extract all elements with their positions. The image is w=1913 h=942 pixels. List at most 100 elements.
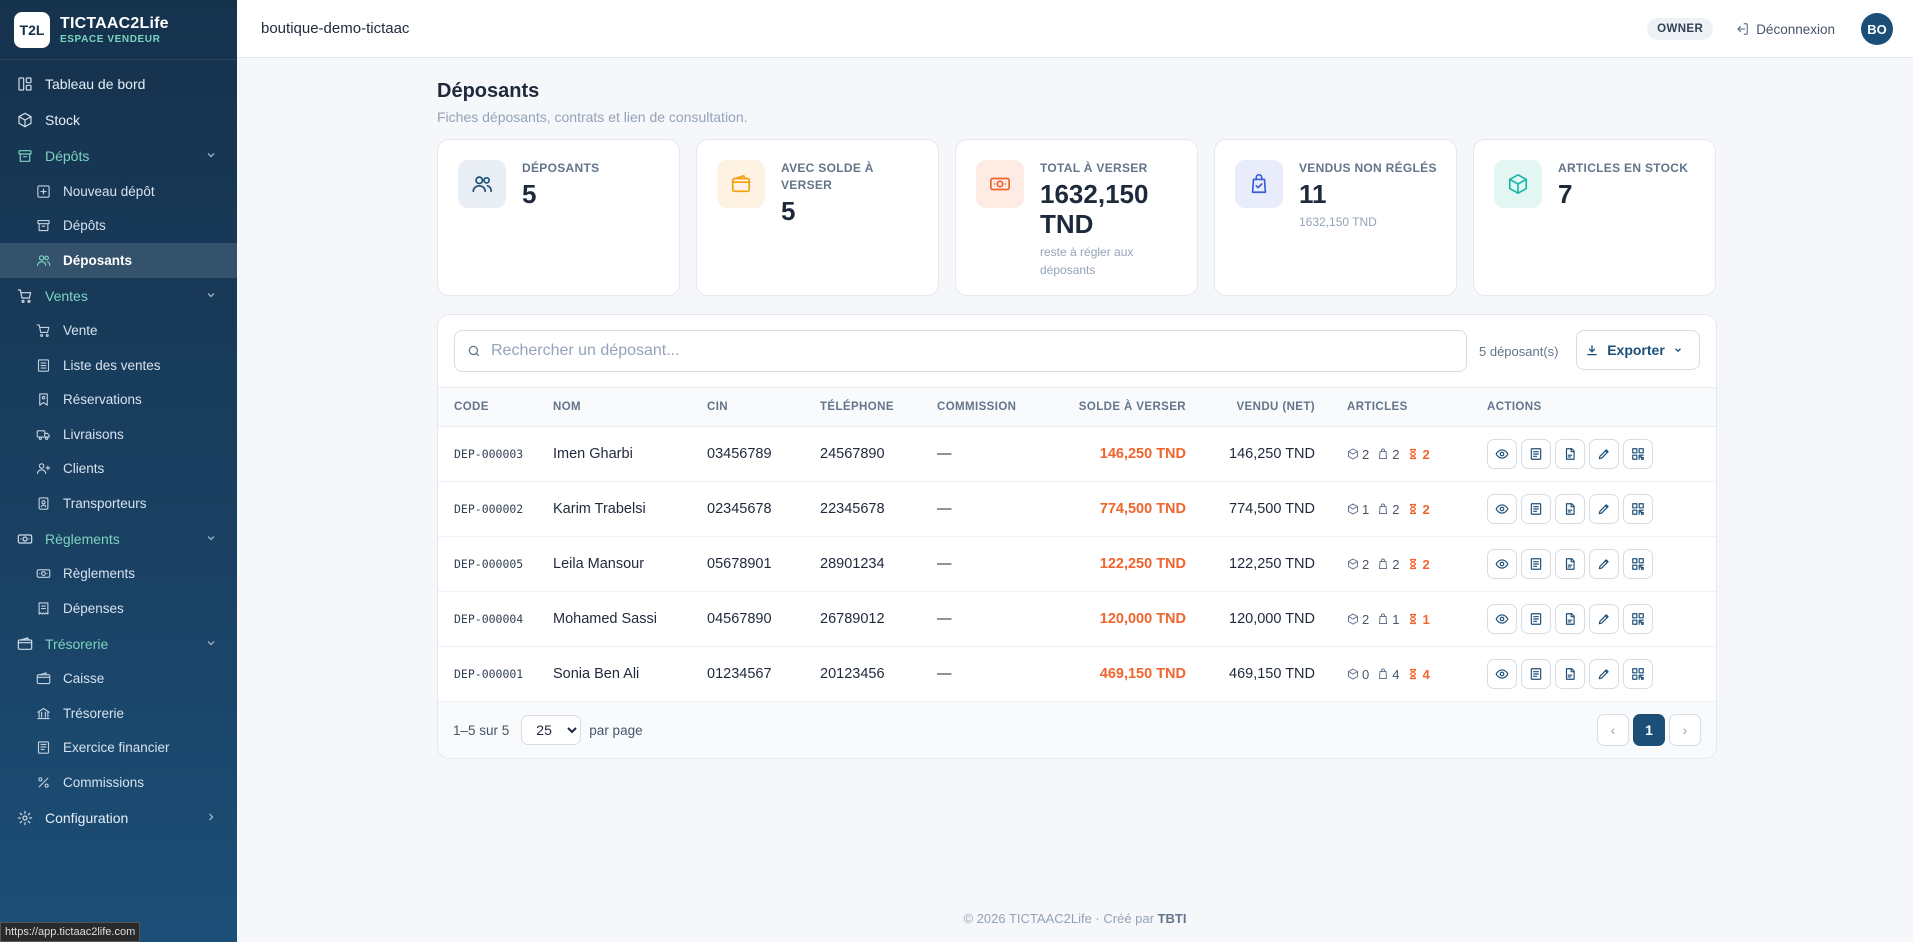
view-button[interactable] — [1487, 439, 1517, 469]
hourglass-icon — [1410, 503, 1417, 515]
edit-button[interactable] — [1589, 439, 1619, 469]
sidebar-subitem-transporteurs[interactable]: Transporteurs — [0, 486, 237, 521]
cell-telephone: 22345678 — [820, 501, 885, 517]
page-button-current[interactable]: 1 — [1633, 714, 1665, 746]
cell-telephone: 20123456 — [820, 666, 885, 682]
sidebar-subitem-label: Clients — [63, 461, 105, 477]
articles-sold: 2 — [1377, 447, 1399, 462]
qr-button[interactable] — [1623, 439, 1653, 469]
cell-commission: — — [937, 611, 952, 627]
table-row[interactable]: DEP-000002 Karim Trabelsi 02345678 22345678… — [438, 482, 1716, 537]
next-page-button[interactable]: › — [1669, 714, 1701, 746]
pdf-button[interactable] — [1555, 494, 1585, 524]
sidebar-subitem-clients[interactable]: Clients — [0, 452, 237, 487]
cell-code[interactable]: DEP-000002 — [454, 502, 524, 516]
cell-solde: 120,000 TND — [1099, 611, 1186, 627]
sidebar-item-reglements[interactable]: Règlements — [0, 521, 237, 557]
cell-nom[interactable]: Mohamed Sassi — [553, 611, 657, 627]
hourglass-icon — [1410, 668, 1417, 680]
footer-author[interactable]: TBTI — [1157, 911, 1187, 926]
contract-button[interactable] — [1521, 604, 1551, 634]
contract-button[interactable] — [1521, 659, 1551, 689]
stat-value: 11 — [1299, 179, 1327, 209]
brand[interactable]: T2L TICTAAC2Life ESPACE VENDEUR — [0, 0, 237, 60]
qr-button[interactable] — [1623, 494, 1653, 524]
truck-icon — [36, 429, 50, 440]
view-button[interactable] — [1487, 549, 1517, 579]
table-row[interactable]: DEP-000005 Leila Mansour 05678901 28901234 —… — [438, 537, 1716, 592]
sidebar-subitem-vente[interactable]: Vente — [0, 314, 237, 349]
articles-pending-count: 2 — [1422, 501, 1430, 517]
avatar[interactable]: BO — [1861, 13, 1893, 45]
pdf-button[interactable] — [1555, 604, 1585, 634]
sidebar-subitem-depenses[interactable]: Dépenses — [0, 591, 237, 626]
qr-button[interactable] — [1623, 659, 1653, 689]
sidebar-subitem-caisse[interactable]: Caisse — [0, 662, 237, 697]
view-button[interactable] — [1487, 604, 1517, 634]
per-page-label: par page — [589, 722, 643, 738]
box-icon — [1348, 503, 1358, 515]
sidebar-subitem-exercice-financier[interactable]: Exercice financier — [0, 731, 237, 766]
search-input[interactable] — [491, 342, 1391, 360]
sidebar-item-tresorerie[interactable]: Trésorerie — [0, 626, 237, 662]
logout-button[interactable]: Déconnexion — [1735, 22, 1835, 37]
qr-button[interactable] — [1623, 549, 1653, 579]
sidebar-subitem-nouveau-depot[interactable]: Nouveau dépôt — [0, 174, 237, 209]
articles-stock: 2 — [1347, 447, 1369, 462]
sidebar-subitem-deposants[interactable]: Déposants — [0, 243, 237, 278]
sidebar-item-configuration[interactable]: Configuration — [0, 800, 237, 836]
sidebar-subitem-reservations[interactable]: Réservations — [0, 383, 237, 418]
export-button[interactable]: Exporter — [1576, 330, 1700, 370]
table-row[interactable]: DEP-000004 Mohamed Sassi 04567890 26789012 —… — [438, 592, 1716, 647]
sidebar-item-stock[interactable]: Stock — [0, 102, 237, 138]
view-button[interactable] — [1487, 659, 1517, 689]
edit-button[interactable] — [1589, 659, 1619, 689]
articles-pending: 2 — [1407, 447, 1430, 462]
sidebar-item-depots[interactable]: Dépôts — [0, 138, 237, 174]
cell-nom[interactable]: Karim Trabelsi — [553, 501, 646, 517]
edit-button[interactable] — [1589, 549, 1619, 579]
search-box[interactable] — [454, 330, 1467, 372]
edit-button[interactable] — [1589, 604, 1619, 634]
view-icon — [1495, 669, 1509, 679]
prev-page-button[interactable]: ‹ — [1597, 714, 1629, 746]
qr-button[interactable] — [1623, 604, 1653, 634]
sidebar-subitem-reglements[interactable]: Règlements — [0, 557, 237, 592]
table-row[interactable]: DEP-000003 Imen Gharbi 03456789 24567890 — 14… — [438, 427, 1716, 482]
chevron-down-icon — [207, 292, 215, 297]
box-icon — [18, 112, 32, 128]
view-button[interactable] — [1487, 494, 1517, 524]
sidebar-subitem-liste-des-ventes[interactable]: Liste des ventes — [0, 348, 237, 383]
cell-code[interactable]: DEP-000001 — [454, 667, 524, 681]
sidebar-item-ventes[interactable]: Ventes — [0, 278, 237, 314]
bank-icon — [37, 707, 50, 719]
bag-icon — [1379, 448, 1388, 459]
stat-icon — [976, 160, 1024, 208]
cell-code[interactable]: DEP-000004 — [454, 612, 524, 626]
per-page-select[interactable]: 25 — [521, 715, 582, 745]
pdf-button[interactable] — [1555, 549, 1585, 579]
sidebar-subitem-tresorerie[interactable]: Trésorerie — [0, 696, 237, 731]
sidebar-subitem-depots[interactable]: Dépôts — [0, 209, 237, 244]
users-icon-wrap — [36, 253, 51, 268]
list-icon-wrap — [36, 358, 51, 373]
cell-code[interactable]: DEP-000005 — [454, 557, 524, 571]
pdf-button[interactable] — [1555, 439, 1585, 469]
sidebar-subitem-commissions[interactable]: Commissions — [0, 765, 237, 800]
cell-commission: — — [937, 446, 952, 462]
cell-nom[interactable]: Leila Mansour — [553, 556, 645, 572]
cell-nom[interactable]: Sonia Ben Ali — [553, 666, 640, 682]
archive-icon-wrap — [17, 148, 33, 164]
pdf-button[interactable] — [1555, 659, 1585, 689]
cell-code[interactable]: DEP-000003 — [454, 447, 524, 461]
receipt-icon — [38, 602, 49, 615]
cell-nom[interactable]: Imen Gharbi — [553, 446, 633, 462]
edit-button[interactable] — [1589, 494, 1619, 524]
sidebar-subitem-label: Exercice financier — [63, 740, 170, 756]
sidebar-subitem-livraisons[interactable]: Livraisons — [0, 417, 237, 452]
sidebar-item-tableau-de-bord[interactable]: Tableau de bord — [0, 66, 237, 102]
contract-button[interactable] — [1521, 439, 1551, 469]
table-row[interactable]: DEP-000001 Sonia Ben Ali 01234567 20123456 —… — [438, 647, 1716, 702]
contract-button[interactable] — [1521, 549, 1551, 579]
contract-button[interactable] — [1521, 494, 1551, 524]
